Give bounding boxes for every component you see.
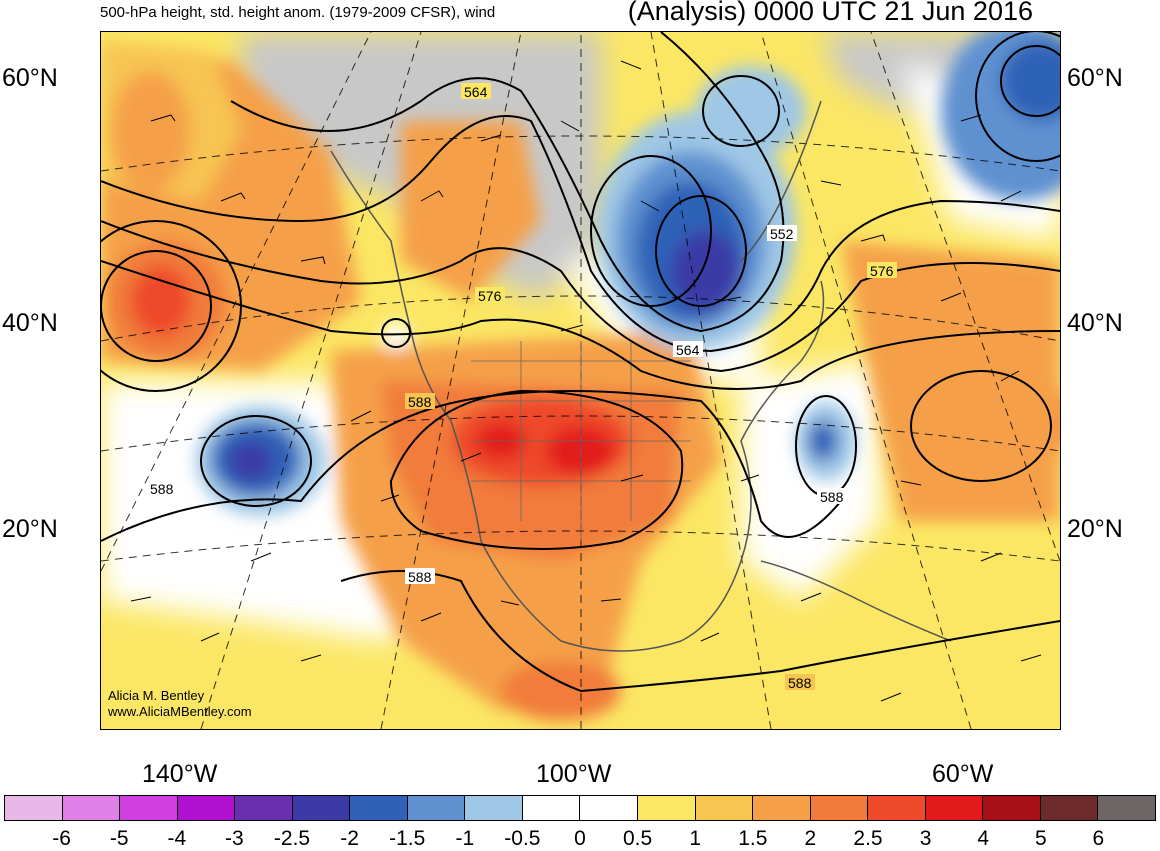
map-title: (Analysis) 0000 UTC 21 Jun 2016 [627,0,1033,26]
colorbar-tick-label: 3 [919,827,932,850]
colorbar-tick-label: -0.5 [504,827,541,850]
colorbar-tick-label: -2.5 [273,827,311,850]
colorbar-swatch [753,796,811,820]
contour-label-564-north: 564 [464,84,488,100]
contour-labels: 564 576 552 576 564 588 588 588 588 588 [147,83,897,691]
contour-label-576-west: 576 [478,288,502,304]
contour-label-576-east: 576 [870,263,894,279]
lat-label-right-40: 40°N [1067,309,1123,337]
lat-label-left-20: 20°N [2,515,58,543]
colorbar-tick-label: -5 [109,827,129,850]
colorbar-tick-label: 2 [804,827,817,850]
lat-label-right-20: 20°N [1067,515,1123,543]
colorbar-swatch [1040,796,1099,820]
contour-label-588-c: 588 [820,489,844,505]
colorbar-tick-label: 0 [574,827,586,850]
colorbar-swatch [810,796,869,820]
colorbar-swatch [5,796,63,820]
colorbar-swatch [292,796,351,820]
colorbar-tick-label: -1.5 [389,827,426,850]
colorbar-tick-label: 4 [977,827,990,850]
colorbar-tick-label: 0.5 [622,827,653,850]
coastlines [330,100,952,652]
colorbar-swatch [1098,796,1155,820]
colorbar-tick-label: 5 [1034,827,1047,850]
lon-label-100w: 100°W [536,760,612,788]
map-subtitle: 500-hPa height, std. height anom. (1979-… [100,4,496,21]
height-contours [101,32,1060,693]
colorbar-tick-label: 1 [689,827,702,850]
lon-label-60w: 60°W [932,760,994,788]
colorbar-swatch [925,796,984,820]
contour-label-564-south: 564 [676,342,700,358]
colorbar-swatch [868,796,926,820]
lon-label-140w: 140°W [142,760,218,788]
colorbar-tick-label: 6 [1092,827,1105,850]
contour-label-552: 552 [770,226,794,242]
colorbar-swatch [580,796,639,820]
lat-label-right-60: 60°N [1067,64,1123,92]
colorbar-swatch [465,796,523,820]
anomaly-map: 564 576 552 576 564 588 588 588 588 588 [101,32,1060,729]
colorbar-swatch [522,796,581,820]
contour-label-588-b: 588 [150,481,174,497]
colorbar-tick-label: -4 [167,827,187,850]
wind-barbs [130,60,1042,702]
colorbar [4,795,1156,821]
map-panel: 564 576 552 576 564 588 588 588 588 588 [100,31,1061,730]
colorbar-swatch [983,796,1041,820]
contour-label-588-d: 588 [408,569,432,585]
colorbar-swatch [62,796,121,820]
lat-label-left-60: 60°N [2,64,58,92]
colorbar-swatch [638,796,696,820]
colorbar-swatch [350,796,408,820]
colorbar-tick-label: -2 [340,827,359,850]
contour-label-588-a: 588 [408,394,432,410]
colorbar-swatch [120,796,178,820]
colorbar-swatch [407,796,466,820]
colorbar-swatch [177,796,236,820]
colorbar-tick-label: 1.5 [738,827,768,850]
colorbar-swatch [235,796,293,820]
credit-author: Alicia M. Bentley [108,688,205,703]
colorbar-tick-label: 2.5 [853,827,883,850]
lat-label-left-40: 40°N [2,309,58,337]
colorbar-swatch [695,796,754,820]
colorbar-tick-label: -6 [52,827,71,850]
colorbar-tick-label: -1 [455,827,475,850]
contour-label-588-e: 588 [788,675,812,691]
credit-website: www.AliciaMBentley.com [108,704,252,719]
colorbar-tick-label: -3 [225,827,244,850]
